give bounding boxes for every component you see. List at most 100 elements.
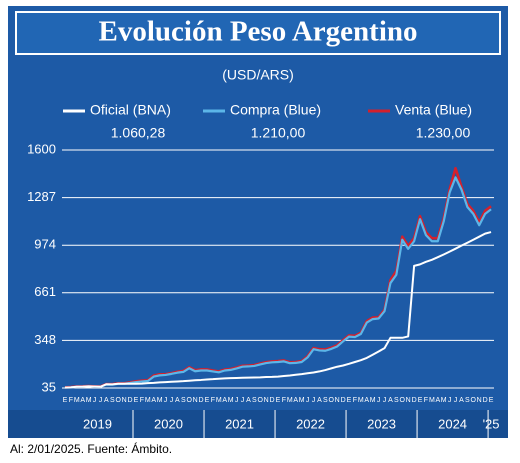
x-tick-label: S [252,397,257,404]
y-tick-label: 35 [42,379,56,394]
x-tick-label: A [317,397,322,404]
x-tick-label: M [86,397,92,404]
x-tick-label: A [293,397,298,404]
x-tick-label: J [312,397,316,404]
x-tick-label: N [264,397,269,404]
x-tick-label: J [306,397,310,404]
x-tick-label: A [388,397,393,404]
x-tick-label: M [441,397,447,404]
x-tick-label: M [299,397,305,404]
title-box [15,11,501,55]
x-tick-label: O [329,397,335,404]
x-tick-label: E [418,397,423,404]
year-label: 2019 [83,416,112,431]
x-tick-label: J [377,397,381,404]
x-tick-label: A [175,397,180,404]
x-tick-label: D [341,397,346,404]
y-tick-label: 348 [34,332,56,347]
x-tick-label: N [406,397,411,404]
x-tick-label: J [164,397,168,404]
x-tick-label: J [383,397,387,404]
x-tick-label: A [222,397,227,404]
x-tick-label: D [270,397,275,404]
year-label: 2020 [154,416,183,431]
x-tick-label: A [246,397,251,404]
value-label: 1.230,00 [416,125,471,141]
chart-title: Evolución Peso Argentino [98,16,417,48]
series-line [64,176,492,389]
x-tick-label: J [448,397,452,404]
year-band [8,410,508,438]
y-tick-label: 974 [34,237,56,252]
x-tick-label: A [151,397,156,404]
x-tick-label: S [323,397,328,404]
y-tick-label: 661 [34,284,56,299]
footnote: Al: 2/01/2025. Fuente: Ámbito. [10,441,172,456]
x-tick-label: O [471,397,477,404]
x-tick-label: M [370,397,376,404]
x-tick-label: S [394,397,399,404]
x-tick-label: E [63,397,68,404]
x-tick-label: O [258,397,264,404]
x-tick-label: S [465,397,470,404]
x-tick-label: E [276,397,281,404]
year-label: 2024 [438,416,467,431]
x-tick-label: J [93,397,97,404]
x-tick-label: N [122,397,127,404]
legend-label: Venta (Blue) [395,102,472,118]
value-label: 1.060,28 [111,125,166,141]
x-tick-label: F [424,397,428,404]
x-tick-label: A [104,397,109,404]
legend-label: Compra (Blue) [230,102,321,118]
x-tick-label: E [205,397,210,404]
x-tick-label: O [400,397,406,404]
x-tick-label: J [241,397,245,404]
x-tick-label: A [435,397,440,404]
x-tick-label: E [489,397,494,404]
year-label: 2023 [367,416,396,431]
x-tick-label: F [140,397,144,404]
x-tick-label: M [358,397,364,404]
x-tick-label: F [353,397,357,404]
x-tick-label: M [74,397,80,404]
x-tick-label: A [459,397,464,404]
y-tick-label: 1287 [27,189,56,204]
x-tick-label: M [429,397,435,404]
legend-label: Oficial (BNA) [90,102,171,118]
x-tick-label: A [364,397,369,404]
x-tick-label: F [282,397,286,404]
year-label: '25 [483,416,500,431]
x-tick-label: D [483,397,488,404]
x-tick-label: M [216,397,222,404]
year-label: 2021 [225,416,254,431]
x-tick-label: D [128,397,133,404]
chart-subtitle: (USD/ARS) [222,67,294,83]
x-tick-label: F [69,397,73,404]
x-tick-label: S [181,397,186,404]
x-tick-label: M [157,397,163,404]
x-tick-label: O [115,397,121,404]
x-tick-label: M [145,397,151,404]
y-tick-label: 1600 [27,141,56,156]
x-tick-label: J [454,397,458,404]
x-tick-label: M [228,397,234,404]
x-tick-label: J [170,397,174,404]
x-tick-label: E [347,397,352,404]
x-tick-label: S [110,397,115,404]
x-tick-label: J [99,397,103,404]
x-tick-label: N [193,397,198,404]
x-tick-label: A [80,397,85,404]
x-tick-label: N [477,397,482,404]
x-tick-label: J [235,397,239,404]
x-tick-label: D [199,397,204,404]
x-tick-label: E [134,397,139,404]
year-label: 2022 [296,416,325,431]
x-tick-label: D [412,397,417,404]
x-tick-label: F [211,397,215,404]
series-line [64,231,492,389]
x-tick-label: O [187,397,193,404]
value-label: 1.210,00 [251,125,306,141]
x-tick-label: N [335,397,340,404]
x-tick-label: M [287,397,293,404]
